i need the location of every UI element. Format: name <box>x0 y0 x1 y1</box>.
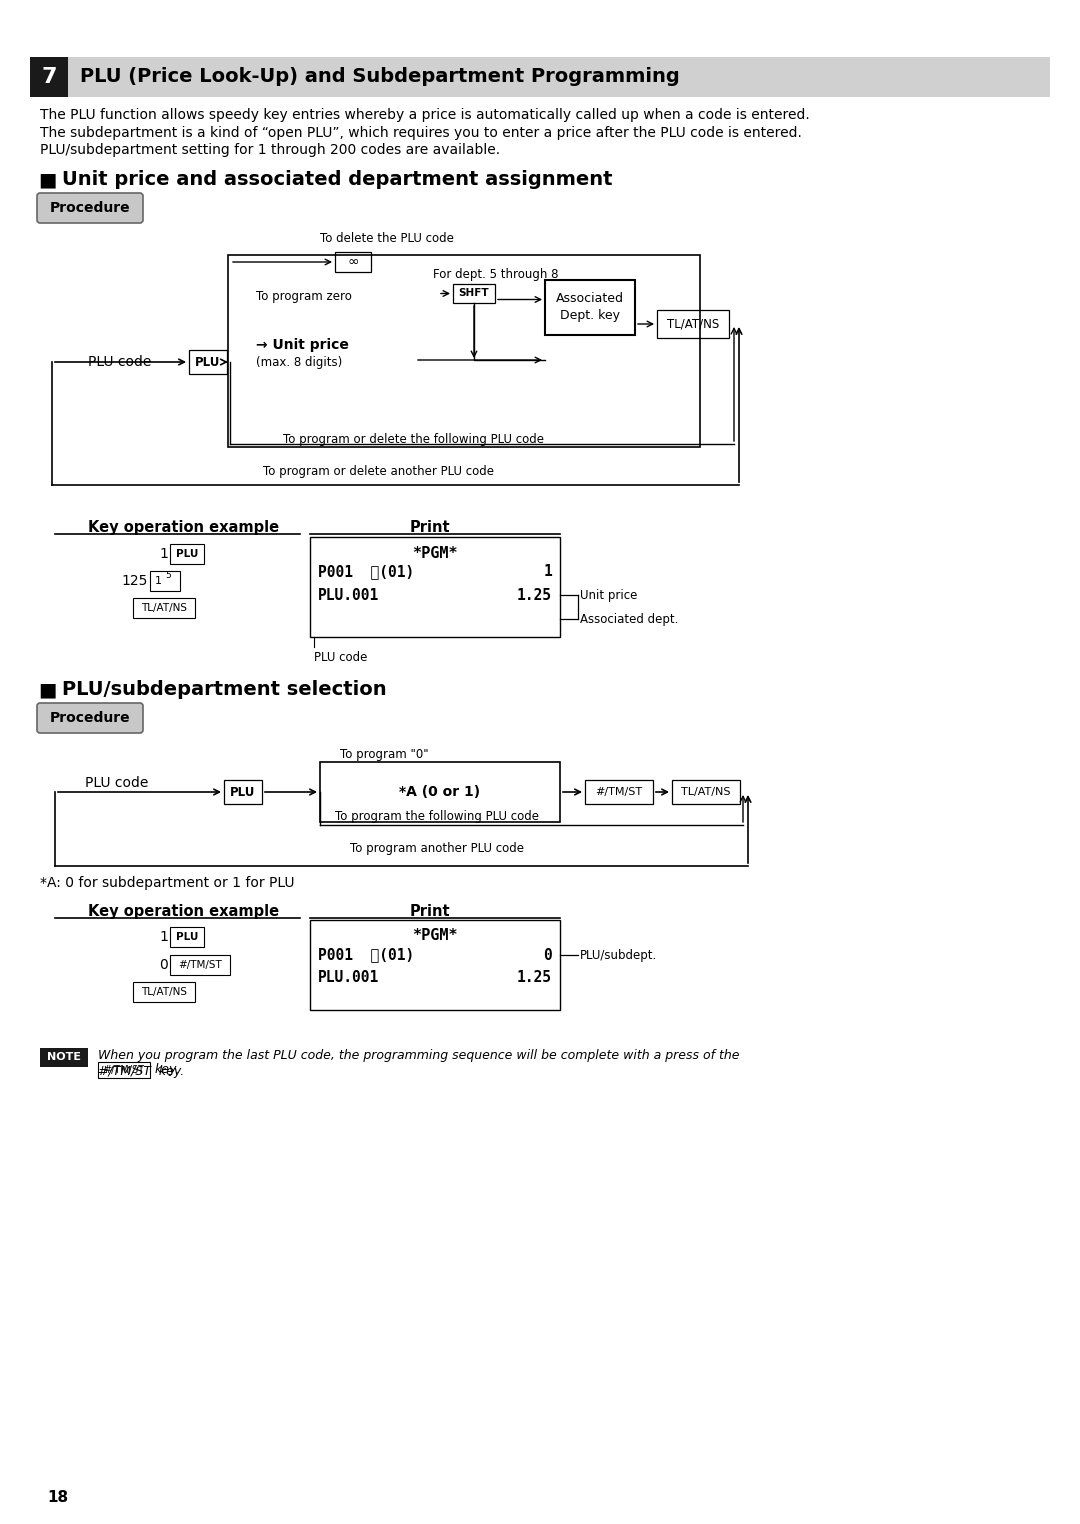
Bar <box>672 780 740 805</box>
Bar <box>170 927 204 946</box>
Text: Key operation example: Key operation example <box>87 904 279 919</box>
Text: 0: 0 <box>159 959 168 972</box>
Text: SHFT: SHFT <box>459 288 489 299</box>
Bar <box>170 956 230 975</box>
Bar <box>150 572 180 591</box>
Text: 1: 1 <box>159 547 168 561</box>
Text: *A: 0 for subdepartment or 1 for PLU: *A: 0 for subdepartment or 1 for PLU <box>40 876 295 890</box>
Text: To program "0": To program "0" <box>340 748 429 760</box>
Text: NOTE: NOTE <box>48 1053 81 1062</box>
Text: #/TM/ST: #/TM/ST <box>104 1065 145 1074</box>
Bar <box>310 920 561 1010</box>
Text: PLU: PLU <box>176 933 199 942</box>
Text: PLU code: PLU code <box>314 651 367 664</box>
Text: 1.25: 1.25 <box>517 971 552 986</box>
Text: To program the following PLU code: To program the following PLU code <box>335 809 539 823</box>
Text: *PGM*: *PGM* <box>413 546 458 561</box>
Bar <box>657 309 729 338</box>
Text: Print: Print <box>409 520 450 535</box>
Text: For dept. 5 through 8: For dept. 5 through 8 <box>433 268 558 280</box>
Text: TL/AT/NS: TL/AT/NS <box>666 317 719 331</box>
Text: *PGM*: *PGM* <box>413 928 458 943</box>
Bar <box>453 283 495 303</box>
Text: 125: 125 <box>122 575 148 588</box>
Bar <box>228 255 700 447</box>
Text: The subdepartment is a kind of “open PLU”, which requires you to enter a price a: The subdepartment is a kind of “open PLU… <box>40 126 801 140</box>
Text: Unit price and associated department assignment: Unit price and associated department ass… <box>62 171 612 189</box>
Text: #/TM/ST: #/TM/ST <box>178 960 221 969</box>
Text: PLU: PLU <box>230 785 256 799</box>
Text: #/TM/ST: #/TM/ST <box>595 786 643 797</box>
Text: PLU/subdepartment setting for 1 through 200 codes are available.: PLU/subdepartment setting for 1 through … <box>40 143 500 157</box>
Text: → Unit price: → Unit price <box>256 338 349 352</box>
Text: 1: 1 <box>159 930 168 943</box>
Text: 7: 7 <box>41 67 57 87</box>
Text: PLU: PLU <box>195 355 220 369</box>
Text: TL/AT/NS: TL/AT/NS <box>141 604 187 613</box>
Text: 1: 1 <box>154 576 162 587</box>
Text: P001  ​(01): P001 ​(01) <box>318 564 415 579</box>
Text: PLU code: PLU code <box>87 355 151 369</box>
Text: PLU/subdept.: PLU/subdept. <box>580 948 658 962</box>
Text: #/TM/ST  key.: #/TM/ST key. <box>98 1065 185 1077</box>
Text: 5: 5 <box>165 572 171 581</box>
Text: TL/AT/NS: TL/AT/NS <box>141 988 187 997</box>
FancyBboxPatch shape <box>37 703 143 733</box>
Text: (max. 8 digits): (max. 8 digits) <box>256 357 342 369</box>
Text: To delete the PLU code: To delete the PLU code <box>320 232 454 245</box>
Text: *A (0 or 1): *A (0 or 1) <box>400 785 481 799</box>
Text: 0: 0 <box>543 948 552 963</box>
Bar <box>224 780 262 805</box>
Text: PLU code: PLU code <box>85 776 148 789</box>
Text: The PLU function allows speedy key entries whereby a price is automatically call: The PLU function allows speedy key entri… <box>40 108 810 122</box>
Bar <box>30 56 1050 98</box>
Bar <box>545 280 635 335</box>
Bar <box>320 762 561 821</box>
Text: P001  ​(01): P001 ​(01) <box>318 948 415 963</box>
Text: Associated: Associated <box>556 291 624 305</box>
Text: To program another PLU code: To program another PLU code <box>350 841 524 855</box>
Bar <box>133 597 195 619</box>
Text: Procedure: Procedure <box>50 201 131 215</box>
Text: Procedure: Procedure <box>50 712 131 725</box>
Text: Associated dept.: Associated dept. <box>580 613 678 625</box>
Text: Key operation example: Key operation example <box>87 520 279 535</box>
Text: Dept. key: Dept. key <box>561 309 620 323</box>
Text: To program zero: To program zero <box>256 290 352 303</box>
Text: PLU.001: PLU.001 <box>318 587 379 602</box>
Bar <box>40 1049 87 1067</box>
Text: ■: ■ <box>38 680 56 700</box>
Text: PLU.001: PLU.001 <box>318 971 379 986</box>
Text: PLU (Price Look-Up) and Subdepartment Programming: PLU (Price Look-Up) and Subdepartment Pr… <box>80 67 679 87</box>
Text: 1.25: 1.25 <box>517 587 552 602</box>
Text: To program or delete another PLU code: To program or delete another PLU code <box>264 465 494 479</box>
Text: PLU/subdepartment selection: PLU/subdepartment selection <box>62 680 387 700</box>
Text: To program or delete the following PLU code: To program or delete the following PLU c… <box>283 433 544 447</box>
Bar <box>335 251 372 271</box>
Text: 18: 18 <box>48 1490 68 1506</box>
Bar <box>30 56 68 98</box>
Text: When you program the last PLU code, the programming sequence will be complete wi: When you program the last PLU code, the … <box>98 1049 740 1062</box>
Text: Unit price: Unit price <box>580 588 637 602</box>
Text: Print: Print <box>409 904 450 919</box>
Text: ∞: ∞ <box>348 255 359 270</box>
Text: PLU: PLU <box>176 549 199 559</box>
Bar <box>133 981 195 1001</box>
Text: key.: key. <box>156 1064 180 1076</box>
Bar <box>98 1062 150 1077</box>
Text: ■: ■ <box>38 171 56 189</box>
Bar <box>310 536 561 637</box>
FancyBboxPatch shape <box>37 194 143 223</box>
Text: TL/AT/NS: TL/AT/NS <box>681 786 731 797</box>
Bar <box>189 351 227 373</box>
Bar <box>170 544 204 564</box>
Text: 1: 1 <box>543 564 552 579</box>
Bar <box>585 780 653 805</box>
